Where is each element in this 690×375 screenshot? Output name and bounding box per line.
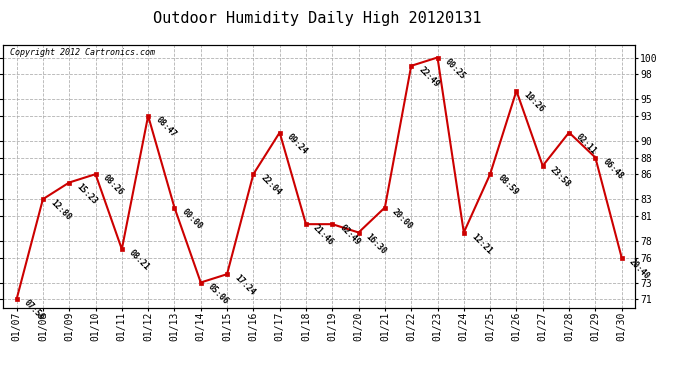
- Text: 12:21: 12:21: [469, 232, 493, 256]
- Text: 07:56: 07:56: [22, 298, 46, 322]
- Text: 20:40: 20:40: [627, 257, 651, 281]
- Text: 10:26: 10:26: [522, 90, 546, 114]
- Text: 09:24: 09:24: [285, 132, 309, 156]
- Text: 12:80: 12:80: [48, 198, 72, 222]
- Text: 08:26: 08:26: [101, 173, 125, 197]
- Text: 05:06: 05:06: [206, 282, 230, 306]
- Text: 21:46: 21:46: [311, 224, 335, 248]
- Text: 08:59: 08:59: [495, 173, 520, 197]
- Text: Outdoor Humidity Daily High 20120131: Outdoor Humidity Daily High 20120131: [153, 11, 482, 26]
- Text: 08:47: 08:47: [154, 115, 178, 139]
- Text: Copyright 2012 Cartronics.com: Copyright 2012 Cartronics.com: [10, 48, 155, 57]
- Text: 17:24: 17:24: [233, 273, 257, 297]
- Text: 02:11: 02:11: [575, 132, 599, 156]
- Text: 23:58: 23:58: [549, 165, 572, 189]
- Text: 00:00: 00:00: [180, 207, 204, 231]
- Text: 16:30: 16:30: [364, 232, 388, 256]
- Text: 22:04: 22:04: [259, 173, 283, 197]
- Text: 15:23: 15:23: [75, 182, 99, 206]
- Text: 08:21: 08:21: [128, 248, 151, 272]
- Text: 06:48: 06:48: [601, 157, 625, 181]
- Text: 22:49: 22:49: [417, 65, 441, 89]
- Text: 02:49: 02:49: [338, 224, 362, 248]
- Text: 20:00: 20:00: [391, 207, 415, 231]
- Text: 00:25: 00:25: [443, 57, 467, 81]
